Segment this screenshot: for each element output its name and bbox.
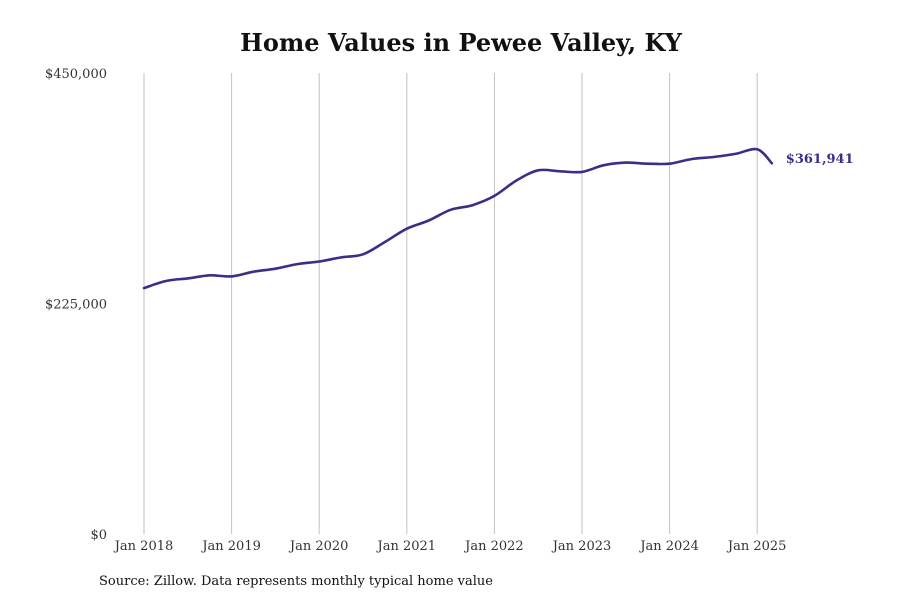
latest-value-label: $361,941 (786, 152, 854, 167)
x-tick-label: Jan 2018 (113, 539, 174, 554)
gridlines (143, 73, 758, 534)
x-tick-label: Jan 2024 (638, 539, 699, 554)
chart-title: Home Values in Pewee Valley, KY (240, 28, 683, 57)
y-tick-label: $450,000 (45, 67, 107, 82)
x-tick-label: Jan 2023 (551, 539, 612, 554)
y-tick-label: $225,000 (45, 298, 107, 313)
x-tick-label: Jan 2025 (726, 539, 787, 554)
x-tick-label: Jan 2020 (288, 539, 349, 554)
y-axis-ticks: $0 $225,000 $450,000 (45, 67, 107, 543)
home-value-line (142, 147, 774, 290)
x-axis-ticks: Jan 2018 Jan 2019 Jan 2020 Jan 2021 Jan 2022… (113, 539, 787, 554)
source-note: Source: Zillow. Data represents monthly … (99, 574, 493, 589)
y-tick-label: $0 (90, 528, 107, 543)
x-tick-label: Jan 2022 (463, 539, 524, 554)
x-tick-label: Jan 2021 (376, 539, 437, 554)
x-tick-label: Jan 2019 (200, 539, 261, 554)
